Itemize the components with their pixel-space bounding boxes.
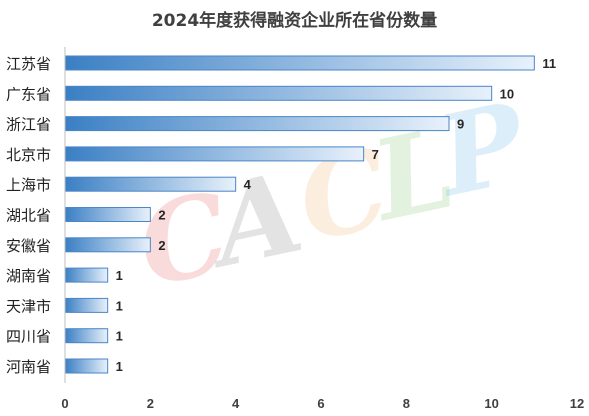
bar-7 [64,237,151,253]
category-label: 广东省 [6,85,51,103]
x-tick-label: 2 [147,396,154,411]
bar-10 [64,328,109,344]
category-label: 上海市 [6,176,51,194]
data-label: 1 [116,298,123,313]
bar-5 [64,176,237,192]
data-label: 2 [158,208,165,223]
bar-3 [64,116,450,132]
category-label: 天津市 [6,297,51,315]
category-label: 四川省 [6,328,51,346]
data-label: 1 [116,268,123,283]
bar-8 [64,267,109,283]
chart-title: 2024年度获得融资企业所在省份数量 [151,11,438,31]
data-label: 4 [244,177,252,192]
data-label: 1 [116,329,123,344]
data-label: 10 [500,86,514,101]
bar-9 [64,297,109,313]
bar-11 [64,358,109,374]
x-tick-label: 6 [317,396,324,411]
bar-1 [64,55,535,71]
bar-4 [64,146,365,162]
category-label: 河南省 [6,358,51,376]
data-label: 1 [116,359,123,374]
data-label: 11 [542,56,556,71]
category-label: 江苏省 [6,55,51,73]
data-label: 2 [158,238,165,253]
data-label: 9 [457,117,464,132]
category-label: 湖南省 [6,267,51,285]
x-tick-label: 0 [61,396,68,411]
x-tick-label: 10 [484,396,498,411]
x-tick-label: 8 [403,396,410,411]
x-tick-label: 12 [570,396,584,411]
category-label: 北京市 [6,146,51,164]
category-label: 浙江省 [6,116,51,134]
category-label: 安徽省 [6,237,51,255]
bar-6 [64,207,151,222]
bars-layer [64,55,535,374]
bar-2 [64,85,493,101]
x-axis: 0 2 4 6 8 10 12 [61,47,584,411]
data-label: 7 [372,147,379,162]
category-label: 湖北省 [6,207,51,225]
x-tick-label: 4 [232,396,240,411]
